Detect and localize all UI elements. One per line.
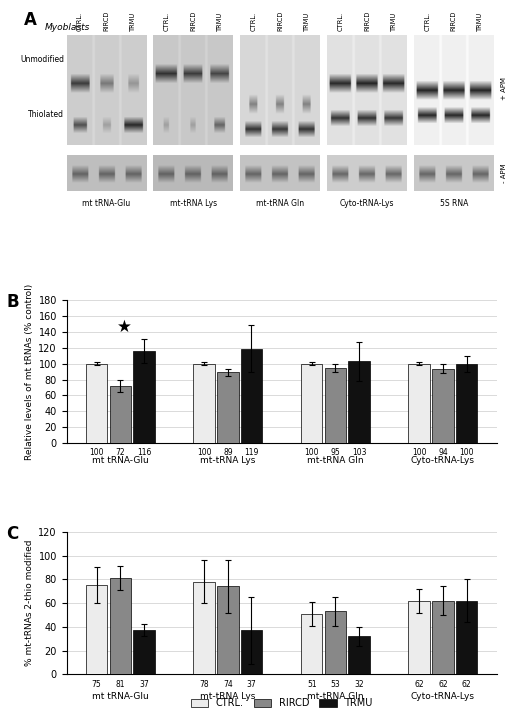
Bar [301, 614, 323, 674]
Text: ★: ★ [117, 318, 132, 336]
Text: 78: 78 [199, 680, 209, 689]
Y-axis label: Relative levels of mt tRNAs (% control): Relative levels of mt tRNAs (% control) [25, 283, 34, 460]
Bar [432, 601, 454, 674]
Text: B: B [6, 294, 19, 311]
Text: 5S RNA: 5S RNA [440, 199, 468, 209]
Text: CTRL.: CTRL. [77, 12, 83, 31]
Text: RIRCD: RIRCD [364, 11, 370, 31]
Text: Cyto-tRNA-Lys: Cyto-tRNA-Lys [340, 199, 394, 209]
Bar [194, 581, 215, 674]
Text: TRMU: TRMU [391, 12, 396, 31]
Text: TRMU: TRMU [477, 12, 483, 31]
Text: mt-tRNA Lys: mt-tRNA Lys [200, 692, 255, 701]
Bar [409, 364, 430, 443]
Text: mt tRNA-Glu: mt tRNA-Glu [92, 456, 148, 465]
Text: 100: 100 [197, 447, 211, 457]
Text: mt-tRNA Lys: mt-tRNA Lys [200, 456, 255, 465]
Text: 53: 53 [330, 680, 340, 689]
Text: - APM: - APM [501, 164, 507, 183]
Text: 103: 103 [352, 447, 366, 457]
Text: 116: 116 [137, 447, 151, 457]
Text: 100: 100 [305, 447, 319, 457]
Bar [110, 578, 131, 674]
Bar [217, 373, 239, 443]
Text: CTRL.: CTRL. [424, 12, 430, 31]
Text: mt tRNA-Glu: mt tRNA-Glu [92, 692, 148, 701]
Text: Myoblasts: Myoblasts [45, 23, 91, 32]
Text: 95: 95 [330, 447, 340, 457]
Text: 72: 72 [116, 447, 125, 457]
Bar [432, 368, 454, 443]
Bar [301, 364, 323, 443]
Text: mt-tRNA Lys: mt-tRNA Lys [169, 199, 217, 209]
Text: + APM: + APM [501, 77, 507, 99]
Bar [133, 351, 155, 443]
Text: 74: 74 [223, 680, 233, 689]
Bar [86, 585, 108, 674]
Bar [110, 386, 131, 443]
Text: TRMU: TRMU [217, 12, 223, 31]
Bar [194, 364, 215, 443]
Bar [325, 611, 346, 674]
Text: 94: 94 [438, 447, 448, 457]
Text: TRMU: TRMU [304, 12, 310, 31]
Bar [409, 601, 430, 674]
Text: mt-tRNA Gln: mt-tRNA Gln [307, 692, 364, 701]
Text: mt tRNA-Glu: mt tRNA-Glu [82, 199, 131, 209]
Text: RIRCD: RIRCD [277, 11, 283, 31]
Text: mt-tRNA Gln: mt-tRNA Gln [307, 456, 364, 465]
Bar [325, 368, 346, 443]
Text: 62: 62 [462, 680, 472, 689]
Bar [241, 630, 262, 674]
Text: 100: 100 [459, 447, 474, 457]
Bar [348, 361, 370, 443]
Bar [241, 349, 262, 443]
Text: Cyto-tRNA-Lys: Cyto-tRNA-Lys [411, 456, 475, 465]
Bar [456, 364, 477, 443]
Text: 32: 32 [354, 680, 364, 689]
Bar [86, 364, 108, 443]
Text: 119: 119 [244, 447, 259, 457]
Text: Cyto-tRNA-Lys: Cyto-tRNA-Lys [411, 692, 475, 701]
Text: 89: 89 [223, 447, 232, 457]
Text: Unmodified: Unmodified [20, 54, 65, 64]
Text: 81: 81 [116, 680, 125, 689]
Text: 75: 75 [92, 680, 101, 689]
Text: mt-tRNA Gln: mt-tRNA Gln [256, 199, 304, 209]
Y-axis label: % mt-tRNAs 2-thio modified: % mt-tRNAs 2-thio modified [25, 540, 34, 666]
Text: 51: 51 [307, 680, 316, 689]
Text: 62: 62 [414, 680, 424, 689]
Bar [217, 587, 239, 674]
Text: RIRCD: RIRCD [451, 11, 457, 31]
Text: TRMU: TRMU [130, 12, 136, 31]
Text: A: A [24, 11, 36, 29]
Bar [133, 630, 155, 674]
Text: RIRCD: RIRCD [103, 11, 110, 31]
Text: 62: 62 [438, 680, 447, 689]
Text: 100: 100 [90, 447, 104, 457]
Bar [348, 637, 370, 674]
Text: 100: 100 [412, 447, 426, 457]
Text: RIRCD: RIRCD [190, 11, 196, 31]
Bar [456, 601, 477, 674]
Text: C: C [6, 525, 18, 543]
Text: 37: 37 [247, 680, 257, 689]
Text: CTRL.: CTRL. [337, 12, 344, 31]
Text: CTRL.: CTRL. [250, 12, 257, 31]
Text: Thiolated: Thiolated [28, 109, 65, 119]
Text: 37: 37 [139, 680, 149, 689]
Text: CTRL.: CTRL. [164, 12, 169, 31]
Legend: CTRL., RIRCD, TRMU: CTRL., RIRCD, TRMU [187, 695, 376, 712]
